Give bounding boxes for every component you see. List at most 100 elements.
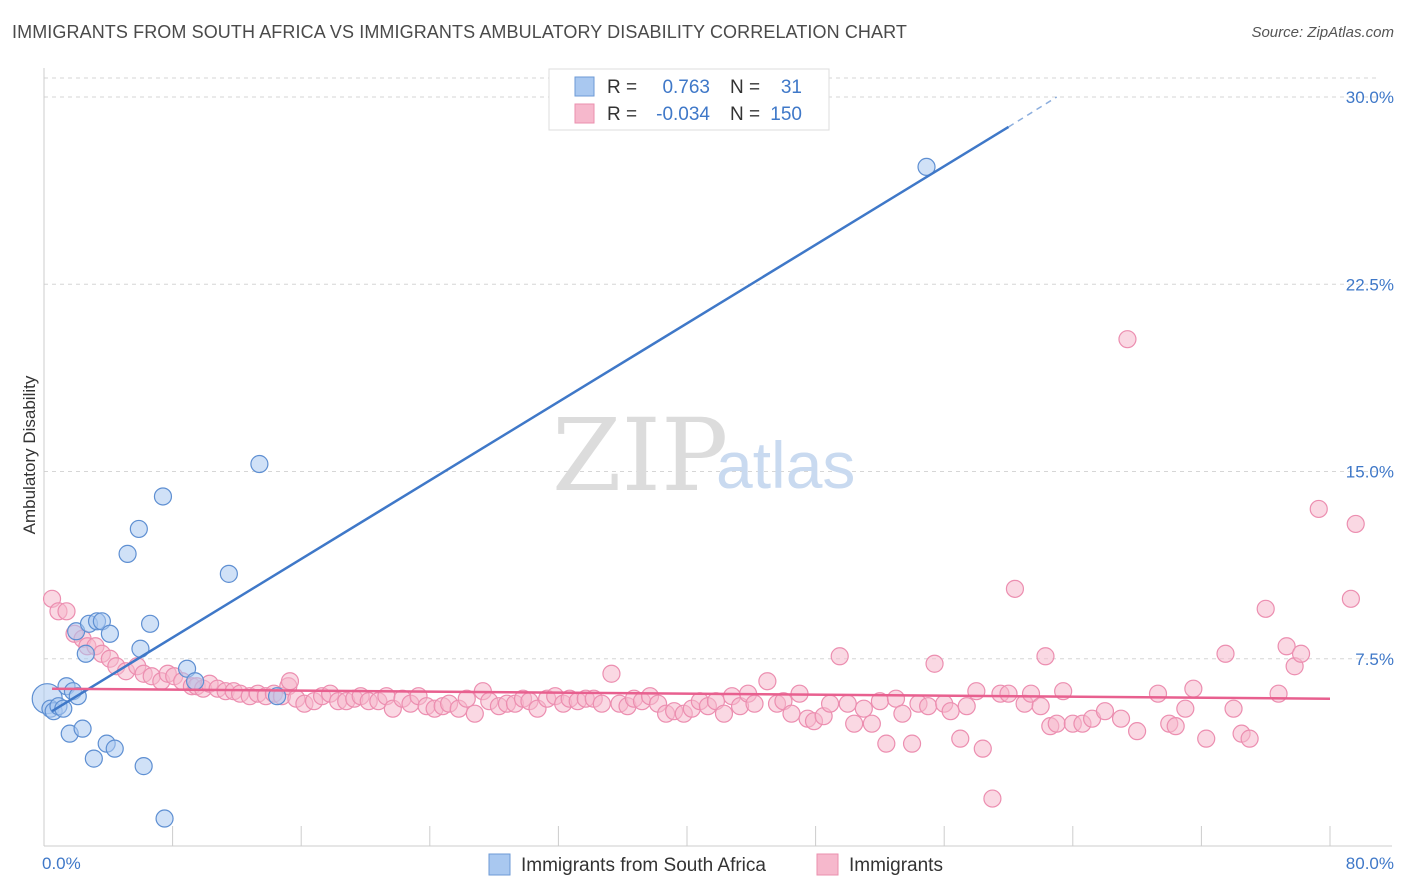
immigrants-point [957,697,976,716]
immigrants-point [983,789,1002,808]
immigrants-point [714,704,734,723]
immigrants-point [1166,717,1185,736]
south-africa-point [134,757,153,776]
legend-item-immigrants-swatch [816,853,839,876]
south-africa-point [153,487,173,506]
immigrants-point [1224,699,1243,718]
south-africa-point [73,719,92,738]
immigrants-point [941,702,960,721]
legend-box [548,68,830,131]
correlation-legend: R = 0.763 N = 31 R = -0.034 N = 150 [548,68,830,131]
immigrants-point [1184,679,1203,698]
legend-r-value: 0.763 [662,77,710,98]
legend-item-immigrants: Immigrants [849,855,943,876]
immigrants-point [1021,684,1041,703]
legend-n-value: 31 [781,77,802,98]
immigrants-point [862,714,881,733]
legend-n-label: N = [730,104,760,125]
immigrants-point [782,704,801,723]
legend-r-label: R = [607,77,637,98]
south-africa-point [76,644,95,663]
south-africa-point [105,739,124,758]
immigrants-point [1111,709,1131,728]
south-africa-point [267,687,287,706]
south-africa-point [186,672,205,691]
watermark-atlas-text: atlas [716,428,855,502]
immigrants-point [602,664,621,683]
immigrants-trend-line [52,687,1331,700]
x-tick-label: 0.0% [42,854,81,873]
y-tick-labels: 7.5% 15.0% 22.5% 30.0% [1346,88,1394,669]
immigrants-point [1291,644,1311,663]
trend-lines [51,96,1331,713]
immigrants-point [1269,684,1288,703]
immigrants-point [999,684,1018,703]
series-immigrants-from-south-africa [31,157,936,828]
y-tick-label: 15.0% [1346,463,1394,482]
immigrants-point [893,704,912,723]
legend-r-label: R = [607,104,637,125]
immigrants-point [1036,647,1055,666]
series-legend: Immigrants from South Africa Immigrants [488,853,943,876]
immigrants-point [820,694,840,713]
immigrants-point [1005,579,1025,598]
south-africa-point [219,564,238,583]
immigrants-point [1118,330,1137,349]
y-tick-label: 22.5% [1346,275,1394,294]
immigrants-point [280,672,300,691]
south-africa-trend-line [51,125,1010,713]
gridlines [44,77,1380,660]
immigrants-point [877,734,896,753]
immigrants-point [1277,637,1296,656]
y-axis-label: Ambulatory Disability [20,375,39,534]
south-africa-point [84,749,103,768]
immigrants-point [1216,644,1235,663]
immigrants-point [1341,589,1360,608]
x-tick-label: 80.0% [1346,854,1394,873]
immigrants-point [758,672,777,691]
immigrants-point [1148,684,1168,703]
legend-r-value: -0.034 [656,104,710,125]
immigrants-point [57,602,76,621]
axes [43,68,1392,847]
y-tick-label: 30.0% [1346,88,1394,107]
south-africa-point [129,519,148,539]
south-africa-point [118,544,137,563]
y-tick-label: 7.5% [1355,650,1394,669]
south-africa-point [155,809,174,828]
immigrants-point [951,729,970,748]
series-immigrants [42,330,1365,808]
immigrants-point [1346,514,1365,534]
immigrants-point [1309,499,1328,519]
south-africa-point [250,454,269,474]
immigrants-point [1031,697,1050,716]
legend-item-south-africa-swatch [488,853,511,876]
immigrants-point [1256,599,1275,618]
immigrants-point [1176,699,1195,718]
immigrants-point [919,697,938,716]
immigrants-point [925,654,944,673]
immigrants-point [1127,722,1147,741]
chart-source: Source: ZipAtlas.com [1251,24,1394,41]
immigrants-point [973,739,992,758]
legend-swatch-pink [574,103,595,124]
legend-n-value: 150 [770,104,802,125]
legend-n-label: N = [730,77,760,98]
immigrants-point [745,694,764,713]
immigrants-point [457,689,476,708]
immigrants-point [465,704,484,723]
x-tick-labels: 0.0% 80.0% [42,854,1394,873]
watermark: ZIP atlas [552,397,855,514]
immigrants-point [845,714,864,733]
immigrants-point [592,694,611,713]
legend-swatch-blue [574,76,595,97]
immigrants-point [830,647,849,666]
legend-item-south-africa: Immigrants from South Africa [521,855,766,876]
watermark-zip-text: ZIP [552,397,728,514]
south-africa-point [140,614,160,633]
immigrants-point [1197,729,1216,748]
south-africa-point [917,157,936,177]
immigrants-point [854,699,873,718]
immigrants-point [902,734,922,753]
